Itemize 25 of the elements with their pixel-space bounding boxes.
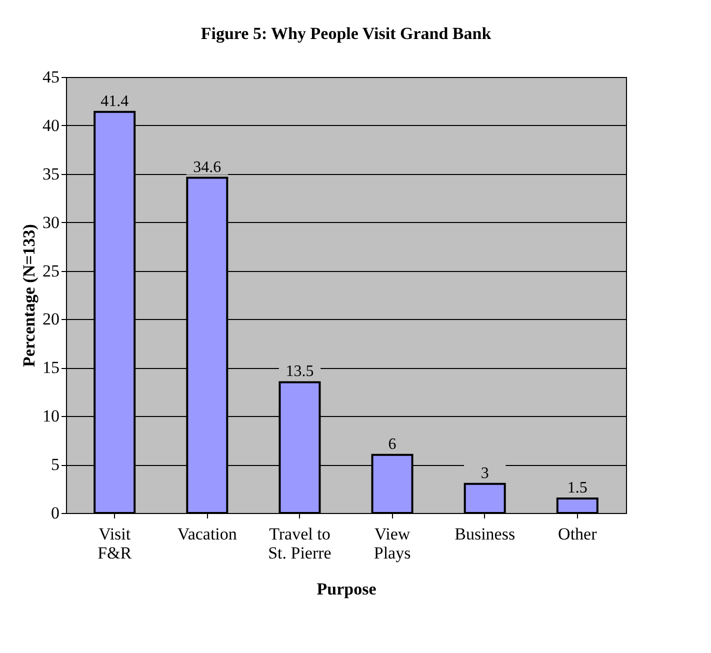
data-label: 3 — [480, 464, 489, 482]
y-tick-label: 20 — [42, 310, 60, 329]
x-tick-label: Business — [454, 524, 516, 544]
y-tick-label: 35 — [42, 164, 60, 184]
y-tick-label: 40 — [42, 116, 60, 135]
chart-title: Figure 5: Why People Visit Grand Bank — [200, 24, 492, 43]
y-tick-label: 0 — [51, 504, 60, 522]
y-tick-label: 45 — [42, 68, 60, 86]
x-tick-label: Visit F&R — [98, 524, 132, 562]
y-tick-label: 15 — [42, 358, 60, 378]
x-tick-label: Other — [558, 524, 598, 544]
data-label: 6 — [388, 436, 396, 453]
data-label: 13.5 — [286, 363, 314, 380]
data-label: 41.4 — [100, 92, 129, 110]
data-label: 34.6 — [193, 158, 222, 176]
x-tick-label: Vacation — [177, 524, 238, 544]
x-tick-label: Travel to St. Pierre — [268, 524, 332, 562]
y-tick-label: 30 — [42, 212, 60, 232]
y-tick-label: 25 — [42, 261, 60, 280]
x-axis-title: Purpose — [316, 580, 377, 598]
data-label: 1.5 — [567, 479, 588, 496]
y-tick-label: 5 — [51, 455, 60, 474]
y-axis-title: Percentage (N=133) — [20, 224, 38, 367]
x-tick-label: View Plays — [374, 524, 411, 562]
y-tick-label: 10 — [42, 406, 60, 426]
